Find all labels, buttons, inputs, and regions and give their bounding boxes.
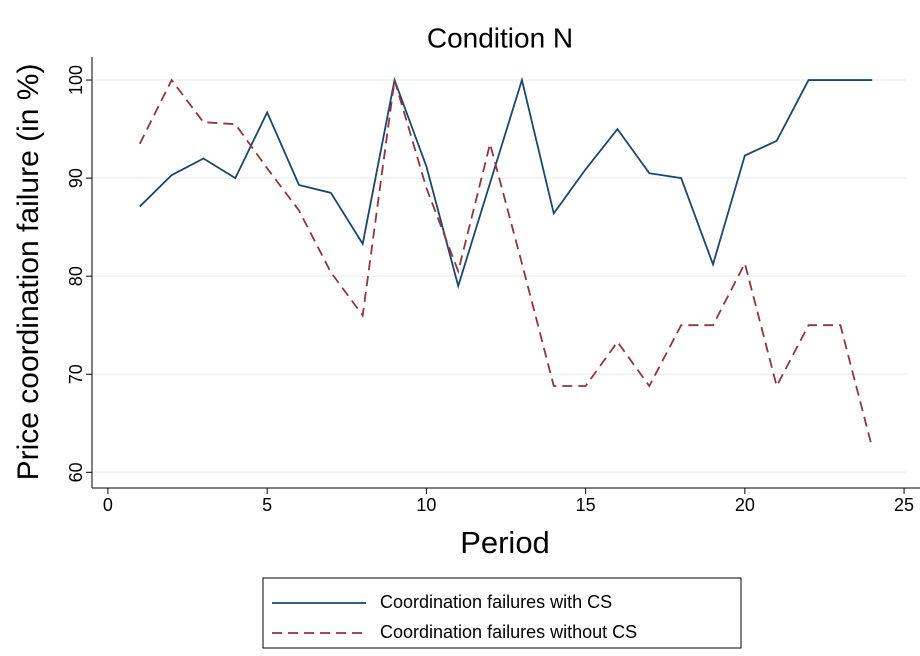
- x-tick-label: 15: [576, 495, 596, 515]
- y-axis-label: Price coordination failure (in %): [12, 64, 45, 481]
- y-tick-label: 70: [66, 364, 86, 384]
- legend-label: Coordination failures with CS: [380, 592, 612, 612]
- y-tick-label: 60: [66, 462, 86, 482]
- y-tick-label: 80: [66, 266, 86, 286]
- legend-label: Coordination failures without CS: [380, 622, 637, 642]
- y-tick-label: 90: [66, 168, 86, 188]
- y-tick-label: 100: [66, 65, 86, 95]
- x-tick-label: 0: [103, 495, 113, 515]
- x-tick-label: 10: [416, 495, 436, 515]
- x-tick-label: 5: [262, 495, 272, 515]
- x-tick-label: 25: [894, 495, 914, 515]
- chart-title: Condition N: [427, 22, 573, 53]
- series-line: [139, 76, 873, 290]
- series-line: [138, 78, 874, 449]
- x-tick-label: 20: [735, 495, 755, 515]
- legend-box: [262, 577, 742, 649]
- x-axis-label: Period: [460, 525, 550, 560]
